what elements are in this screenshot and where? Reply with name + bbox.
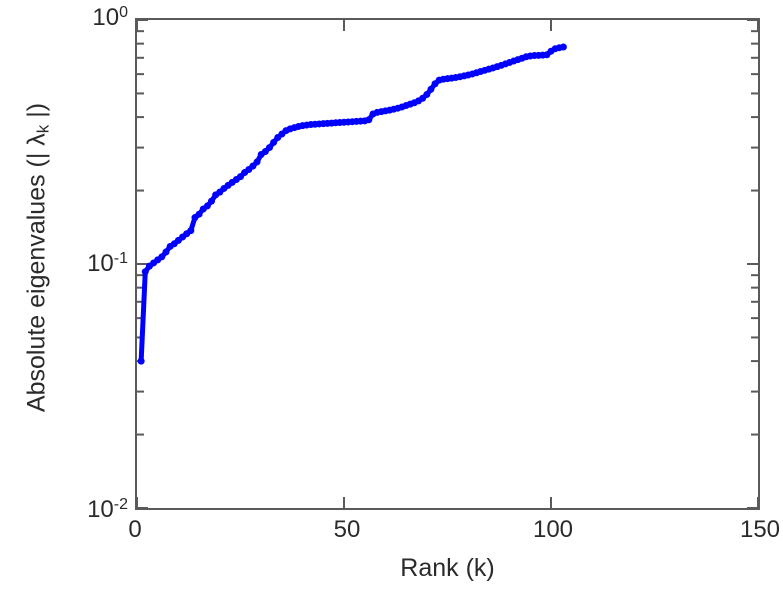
eigenvalue-curve-markers — [137, 43, 567, 365]
y-tick-label-1e0: 100 — [92, 4, 128, 31]
axis-tick-marks — [137, 20, 758, 508]
data-point — [423, 91, 431, 99]
data-point — [559, 43, 567, 51]
data-point — [158, 253, 166, 261]
x-tick-label-50: 50 — [333, 516, 361, 543]
data-point — [141, 268, 149, 276]
data-point — [427, 85, 435, 93]
data-point — [265, 144, 273, 152]
data-point — [162, 248, 170, 256]
y-tick-label-1e-2: 10-2 — [87, 496, 128, 523]
data-plot — [137, 20, 758, 508]
y-axis-tick-labels: 100 10-1 10-2 — [0, 0, 128, 600]
data-point — [208, 197, 216, 205]
x-tick-label-0: 0 — [128, 516, 142, 543]
data-point — [203, 202, 211, 210]
y-tick-label-1e-1: 10-1 — [87, 250, 128, 277]
data-point — [270, 138, 278, 146]
x-tick-label-100: 100 — [532, 516, 574, 543]
plot-area — [135, 18, 760, 510]
data-point — [365, 116, 373, 124]
data-point — [137, 357, 145, 365]
data-point — [253, 158, 261, 166]
data-point — [195, 210, 203, 218]
x-axis-title: Rank (k) — [400, 554, 495, 582]
data-point — [187, 227, 195, 235]
x-tick-label-150: 150 — [739, 516, 781, 543]
